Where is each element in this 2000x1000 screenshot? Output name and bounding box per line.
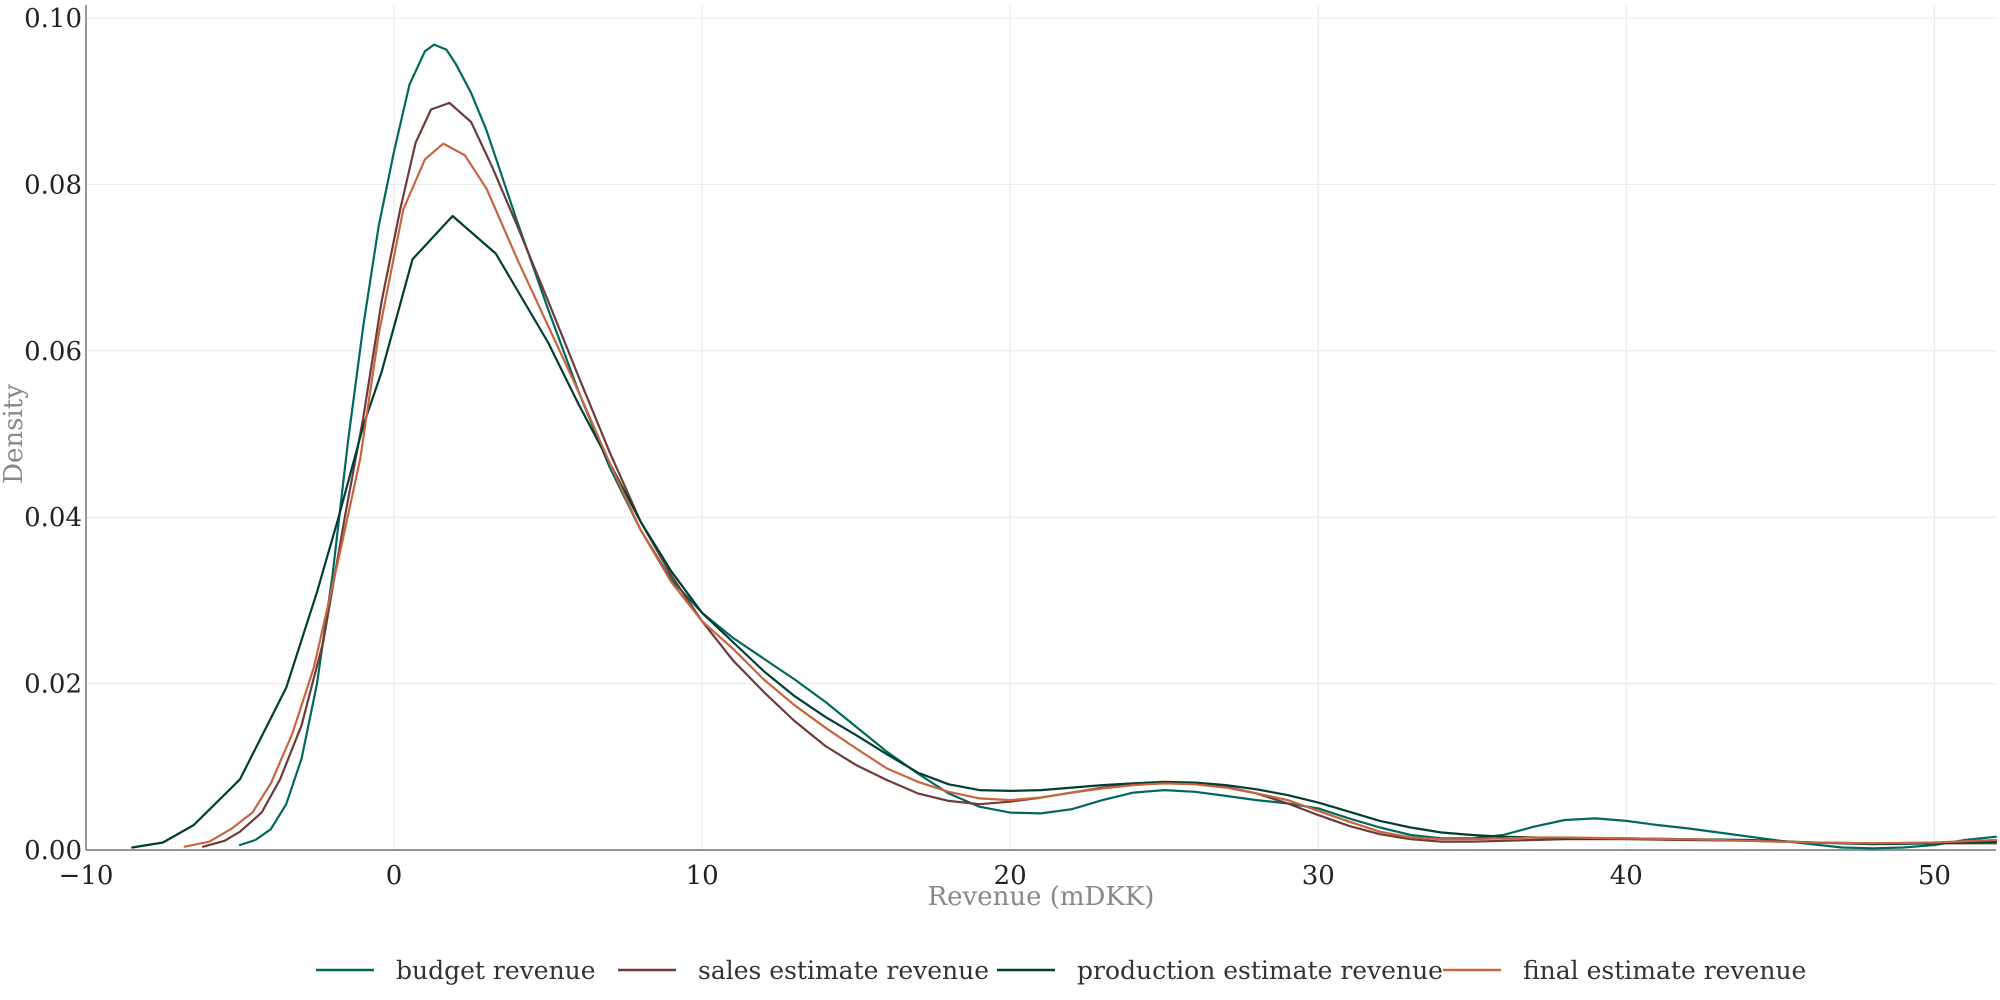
y-tick-label: 0.10 [24,4,82,34]
x-tick-label: 0 [386,861,403,891]
series-line-production-estimate-revenue [131,214,1998,849]
grid [86,5,1996,850]
x-tick-label: 40 [1610,861,1643,891]
series-lines [131,43,1998,850]
y-tick-label: 0.04 [24,503,82,533]
series-line-budget-revenue [238,43,1998,850]
legend: budget revenue sales estimate revenue prod… [316,956,1806,985]
x-tick-label: 10 [686,861,719,891]
x-tick-label: 50 [1918,861,1951,891]
y-tick-label: 0.02 [24,670,82,700]
x-tick-label: 20 [994,861,1027,891]
x-tick-label: 30 [1302,861,1335,891]
legend-label: final estimate revenue [1523,956,1806,985]
legend-label: budget revenue [396,956,596,985]
series-line-final-estimate-revenue [183,142,1998,848]
x-tick-label: −10 [59,861,114,891]
series-line-sales-estimate-revenue [202,101,1998,848]
y-axis-title: Density [0,384,29,484]
y-tick-label: 0.00 [24,836,82,866]
y-tick-label: 0.08 [24,170,82,200]
legend-label: production estimate revenue [1077,956,1443,985]
x-tick-labels: −10 0 10 20 30 40 50 [59,861,1951,891]
y-tick-labels: 0.00 0.02 0.04 0.06 0.08 0.10 [24,4,82,866]
y-tick-label: 0.06 [24,337,82,367]
legend-label: sales estimate revenue [698,956,989,985]
axes [85,5,1996,851]
x-axis-title: Revenue (mDKK) [928,882,1155,912]
